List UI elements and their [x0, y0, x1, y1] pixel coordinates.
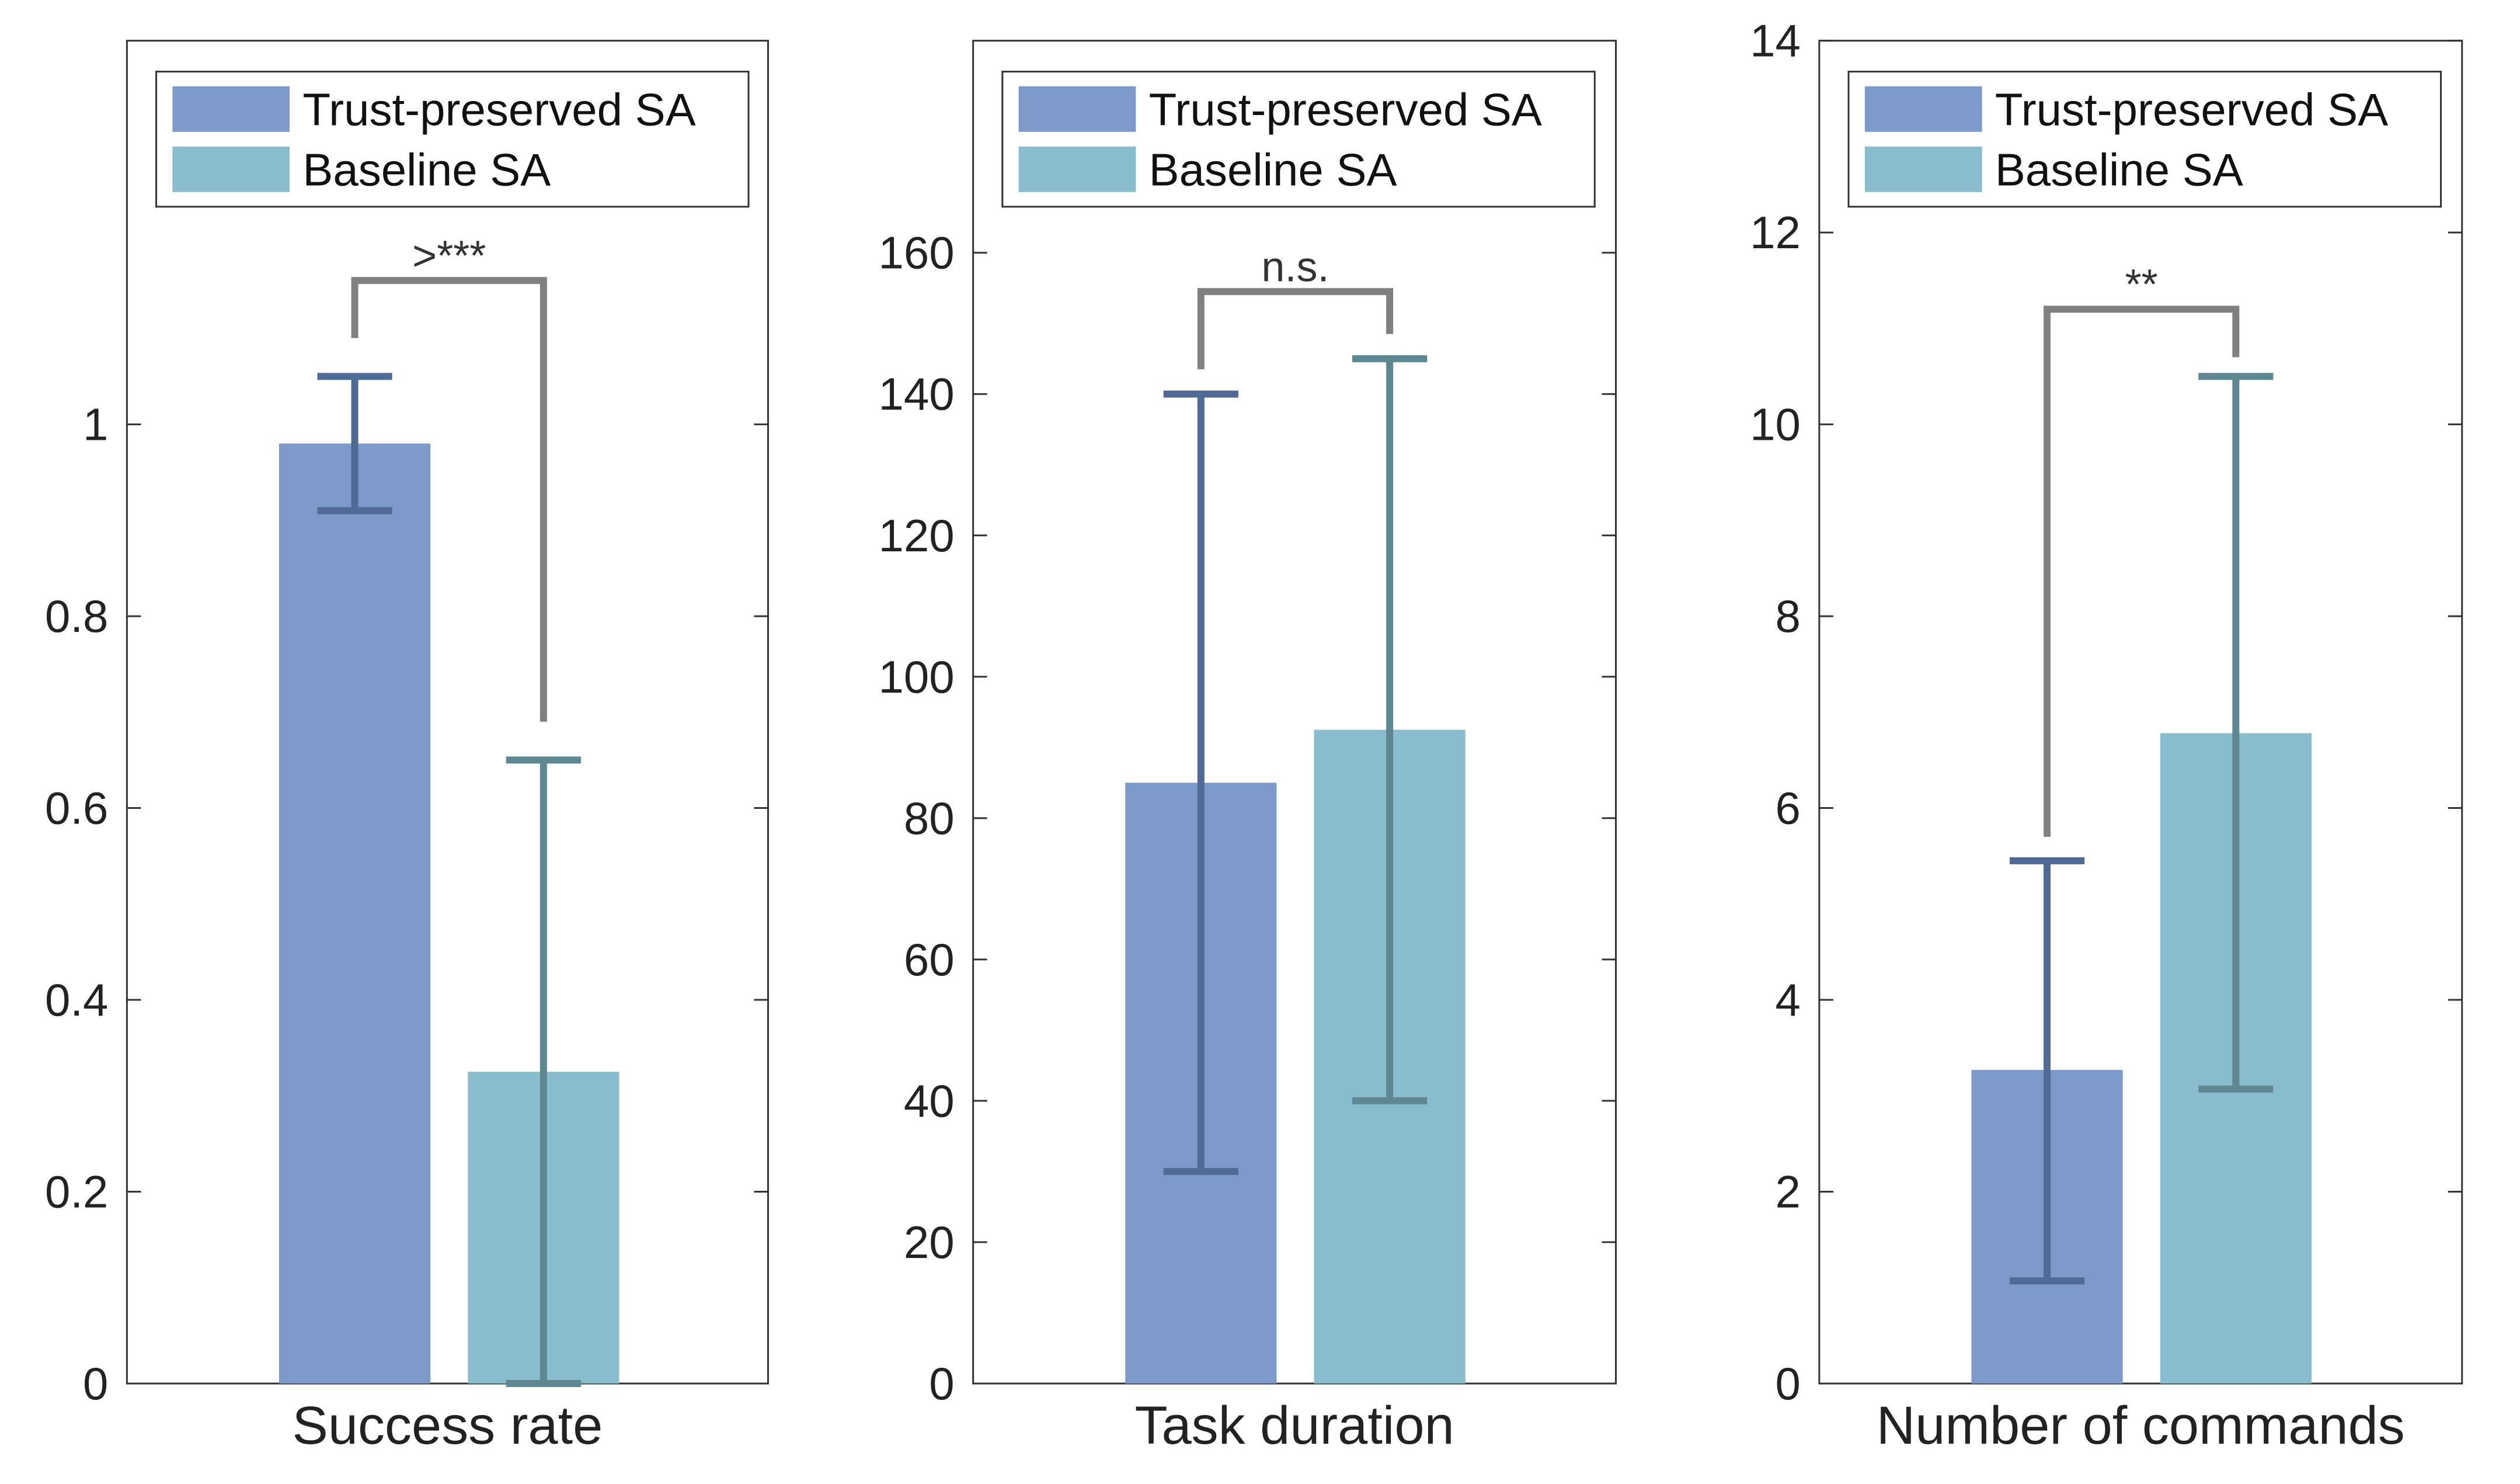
- panel-task-duration: 0 20 40 60 80 100 120 140 160 n.s. Trust-preserved…: [878, 40, 1617, 1455]
- y-tick-label: 0.8: [45, 590, 108, 642]
- y-tick-label: 40: [904, 1075, 955, 1127]
- y-tick-label: 12: [1750, 207, 1801, 258]
- axes-box: [1818, 40, 2463, 1385]
- legend-swatch-baseline: [1018, 146, 1136, 192]
- panel-success-rate: 0 0.2 0.4 0.6 0.8 1 >*** Trust-preserved SA Base…: [45, 40, 769, 1455]
- y-tick-label: 14: [1750, 15, 1801, 67]
- significance-bracket: [2044, 305, 2240, 837]
- legend-swatch-trust-preserved: [172, 86, 290, 132]
- legend-label: Baseline SA: [302, 144, 551, 196]
- y-tick-label: 0: [929, 1358, 954, 1409]
- y-tick-label: 6: [1775, 783, 1800, 834]
- legend-label: Trust-preserved SA: [1149, 84, 1542, 135]
- y-tick-label: 0.6: [45, 783, 108, 834]
- significance-label: >***: [412, 232, 486, 279]
- y-tick-label: 10: [1750, 399, 1801, 450]
- x-axis-label: Success rate: [293, 1396, 603, 1455]
- y-tick-label: 160: [878, 227, 954, 279]
- x-axis-label: Task duration: [1134, 1396, 1454, 1455]
- y-tick-label: 60: [904, 934, 955, 985]
- significance-label: **: [2125, 262, 2158, 308]
- legend-label: Trust-preserved SA: [1995, 84, 2388, 135]
- legend-label: Trust-preserved SA: [302, 84, 695, 135]
- y-tick-label: 8: [1775, 590, 1800, 642]
- significance-bracket: [1197, 288, 1394, 370]
- y-tick-label: 1: [83, 399, 108, 450]
- y-tick-label: 80: [904, 793, 955, 844]
- x-axis-label: Number of commands: [1877, 1396, 2405, 1455]
- y-tick-label: 0.2: [45, 1166, 108, 1217]
- bar-trust-preserved: [279, 443, 431, 1384]
- legend-swatch-baseline: [1864, 146, 1982, 192]
- legend-swatch-trust-preserved: [1864, 86, 1982, 132]
- legend-label: Baseline SA: [1995, 144, 2243, 196]
- significance-bracket: [351, 277, 547, 722]
- y-tick-label: 0: [1775, 1358, 1800, 1409]
- y-tick-label: 0: [83, 1358, 108, 1409]
- legend-swatch-trust-preserved: [1018, 86, 1136, 132]
- significance-label: n.s.: [1261, 244, 1329, 290]
- axes-box: [972, 40, 1617, 1385]
- y-tick-label: 100: [878, 651, 954, 703]
- y-tick-label: 140: [878, 369, 954, 420]
- panel-number-of-commands: 0 2 4 6 8 10 12 14 ** Trust-preserved SA Baseline …: [1750, 15, 2463, 1455]
- y-tick-label: 120: [878, 510, 954, 561]
- axes-box: [126, 40, 769, 1385]
- legend-label: Baseline SA: [1149, 144, 1397, 196]
- legend-swatch-baseline: [172, 146, 290, 192]
- y-tick-label: 20: [904, 1217, 955, 1268]
- y-tick-label: 0.4: [45, 974, 108, 1026]
- y-tick-label: 2: [1775, 1166, 1800, 1217]
- y-tick-label: 4: [1775, 974, 1800, 1026]
